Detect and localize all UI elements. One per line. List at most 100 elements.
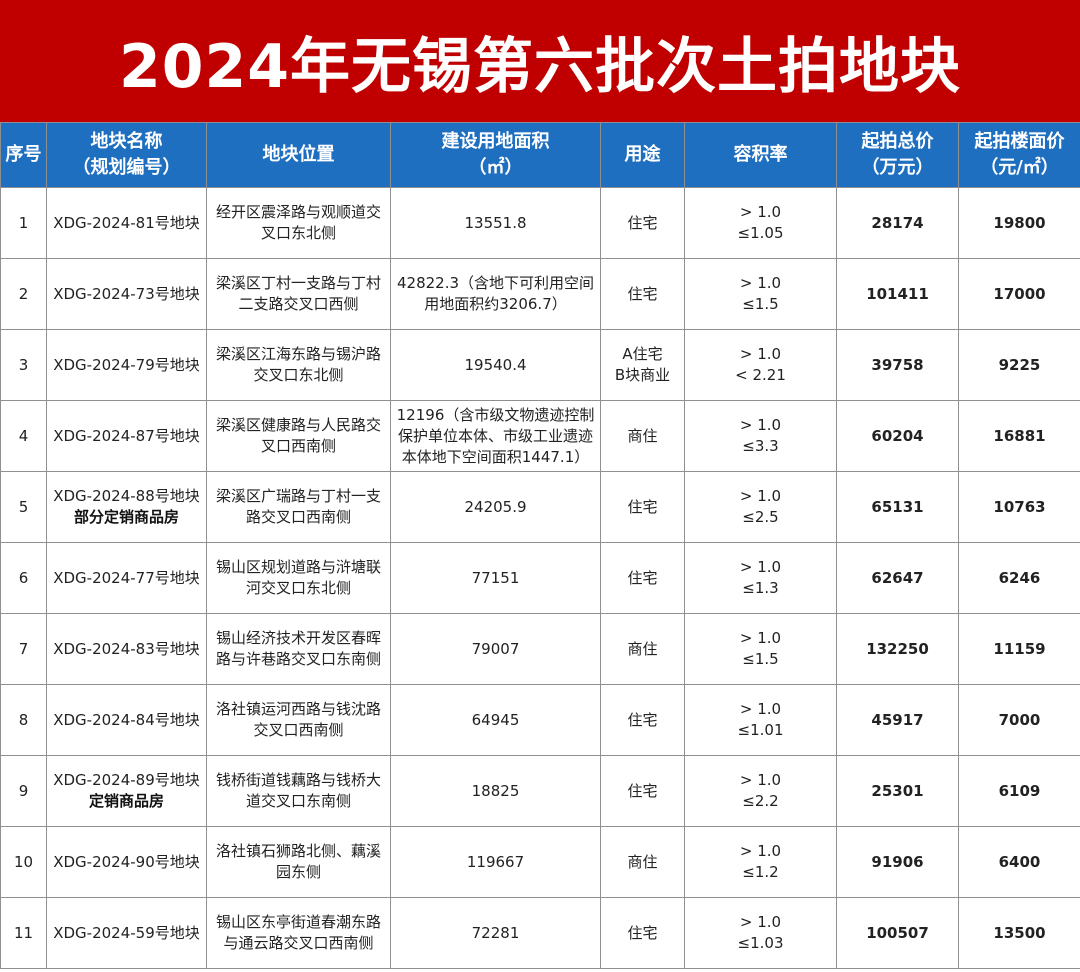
header-unit-price: 起拍楼面价 （元/㎡） — [958, 122, 1080, 188]
table-row: 3 XDG-2024-79号地块 梁溪区江海东路与锡沪路 交叉口东北侧 19540.4 A… — [0, 329, 1080, 401]
location-line: 钱桥街道钱藕路与钱桥大 — [215, 771, 381, 789]
use-line: A住宅 — [622, 345, 663, 363]
far-line: ≤2.2 — [742, 792, 779, 810]
header-seq: 序号 — [0, 122, 47, 188]
far-cell: > 1.0 ≤1.05 — [684, 187, 837, 259]
location-line: 叉口西南侧 — [260, 437, 336, 455]
parcel-name-cell: XDG-2024-84号地块 — [46, 684, 207, 756]
area-line: 用地面积约3206.7） — [424, 295, 567, 313]
location-line: 梁溪区江海东路与锡沪路 — [215, 345, 381, 363]
use-line: 住宅 — [627, 497, 658, 516]
table-row: 11 XDG-2024-59号地块 锡山区东亭街道春潮东路 与通云路交叉口西南侧 722… — [0, 897, 1080, 969]
use-line: 商住 — [627, 426, 658, 445]
location-cell: 洛社镇石狮路北侧、藕溪 园东侧 — [206, 826, 391, 898]
far-cell: > 1.0 ≤1.5 — [684, 258, 837, 330]
location-cell: 锡山区规划道路与浒塘联 河交叉口东北侧 — [206, 542, 391, 614]
total-price-cell: 25301 — [836, 755, 959, 827]
area-line: 本体地下空间面积1447.1） — [401, 447, 590, 466]
location-line: 河交叉口东北侧 — [245, 579, 351, 597]
parcel-note: 定销商品房 — [88, 792, 164, 810]
total-price-cell: 132250 — [836, 613, 959, 685]
seq-cell: 6 — [0, 542, 47, 614]
far-cell: > 1.0 ≤1.01 — [684, 684, 837, 756]
parcel-note: 部分定销商品房 — [73, 508, 179, 526]
far-line: > 1.0 — [739, 913, 782, 931]
far-line: > 1.0 — [739, 771, 782, 789]
far-line: > 1.0 — [739, 274, 782, 292]
table-row: 5 XDG-2024-88号地块 部分定销商品房 梁溪区广瑞路与丁村一支 路交叉口西南侧… — [0, 471, 1080, 543]
use-cell: 商住 — [600, 400, 685, 472]
unit-price-cell: 6109 — [958, 755, 1080, 827]
use-line: 住宅 — [627, 284, 658, 303]
total-price-cell: 62647 — [836, 542, 959, 614]
use-cell: 住宅 — [600, 471, 685, 543]
table-row: 7 XDG-2024-83号地块 锡山经济技术开发区春晖 路与许巷路交叉口东南侧 790… — [0, 613, 1080, 685]
far-line: ≤1.5 — [742, 650, 779, 668]
area-line: 18825 — [471, 781, 520, 800]
area-line: 12196（含市级文物遗迹控制 — [396, 405, 595, 424]
location-line: 道交叉口东南侧 — [245, 792, 351, 810]
unit-price-cell: 6400 — [958, 826, 1080, 898]
parcel-code: XDG-2024-79号地块 — [53, 355, 200, 374]
total-price-cell: 60204 — [836, 400, 959, 472]
far-cell: > 1.0 ≤2.2 — [684, 755, 837, 827]
use-cell: 住宅 — [600, 684, 685, 756]
parcel-code: XDG-2024-89号地块 — [53, 771, 200, 789]
area-cell: 42822.3（含地下可利用空间 用地面积约3206.7） — [390, 258, 601, 330]
seq-cell: 1 — [0, 187, 47, 259]
far-line: > 1.0 — [739, 629, 782, 647]
seq-cell: 3 — [0, 329, 47, 401]
location-line: 洛社镇运河西路与钱沈路 — [215, 700, 381, 718]
seq-cell: 7 — [0, 613, 47, 685]
area-cell: 24205.9 — [390, 471, 601, 543]
header-area: 建设用地面积 （㎡） — [390, 122, 601, 188]
far-line: > 1.0 — [739, 487, 782, 505]
parcel-name-cell: XDG-2024-90号地块 — [46, 826, 207, 898]
location-line: 梁溪区广瑞路与丁村一支 — [215, 487, 381, 505]
header-name-sub: （规划编号） — [72, 157, 181, 178]
location-cell: 梁溪区丁村一支路与丁村 二支路交叉口西侧 — [206, 258, 391, 330]
parcel-code: XDG-2024-83号地块 — [53, 639, 200, 658]
page-title: 2024年无锡第六批次土拍地块 — [119, 31, 961, 102]
location-cell: 钱桥街道钱藕路与钱桥大 道交叉口东南侧 — [206, 755, 391, 827]
far-cell: > 1.0 ≤2.5 — [684, 471, 837, 543]
far-line: > 1.0 — [739, 558, 782, 576]
table-row: 8 XDG-2024-84号地块 洛社镇运河西路与钱沈路 交叉口西南侧 64945 住宅 >… — [0, 684, 1080, 756]
header-location: 地块位置 — [206, 122, 391, 188]
area-cell: 119667 — [390, 826, 601, 898]
table-body: 1 XDG-2024-81号地块 经开区震泽路与观顺道交 叉口东北侧 13551.8 住宅… — [0, 187, 1080, 969]
land-parcel-table: 序号 地块名称 （规划编号） 地块位置 建设用地面积 （㎡） 用途 容积率 起拍… — [0, 122, 1080, 969]
far-line: ≤1.2 — [742, 863, 779, 881]
far-line: ≤1.01 — [737, 721, 784, 739]
parcel-name-cell: XDG-2024-77号地块 — [46, 542, 207, 614]
area-cell: 19540.4 — [390, 329, 601, 401]
header-name-line: 地块名称 — [90, 131, 163, 152]
area-cell: 72281 — [390, 897, 601, 969]
use-line: 商住 — [627, 852, 658, 871]
table-row: 1 XDG-2024-81号地块 经开区震泽路与观顺道交 叉口东北侧 13551.8 住宅… — [0, 187, 1080, 259]
location-line: 锡山经济技术开发区春晖 — [215, 629, 381, 647]
header-unit-price-unit: （元/㎡） — [980, 157, 1059, 178]
seq-cell: 8 — [0, 684, 47, 756]
area-cell: 79007 — [390, 613, 601, 685]
total-price-cell: 100507 — [836, 897, 959, 969]
location-cell: 锡山经济技术开发区春晖 路与许巷路交叉口东南侧 — [206, 613, 391, 685]
location-line: 路交叉口西南侧 — [245, 508, 351, 526]
parcel-code: XDG-2024-81号地块 — [53, 213, 200, 232]
unit-price-cell: 17000 — [958, 258, 1080, 330]
area-line: 119667 — [466, 852, 525, 871]
far-line: ≤1.03 — [737, 934, 784, 952]
header-area-unit: （㎡） — [468, 157, 523, 178]
use-cell: 住宅 — [600, 187, 685, 259]
location-cell: 经开区震泽路与观顺道交 叉口东北侧 — [206, 187, 391, 259]
use-cell: 住宅 — [600, 258, 685, 330]
parcel-name-cell: XDG-2024-59号地块 — [46, 897, 207, 969]
header-area-line: 建设用地面积 — [441, 131, 550, 152]
location-cell: 梁溪区江海东路与锡沪路 交叉口东北侧 — [206, 329, 391, 401]
far-cell: > 1.0 < 2.21 — [684, 329, 837, 401]
header-unit-price-line: 起拍楼面价 — [974, 131, 1065, 152]
area-cell: 64945 — [390, 684, 601, 756]
area-cell: 77151 — [390, 542, 601, 614]
far-line: ≤1.5 — [742, 295, 779, 313]
location-cell: 洛社镇运河西路与钱沈路 交叉口西南侧 — [206, 684, 391, 756]
